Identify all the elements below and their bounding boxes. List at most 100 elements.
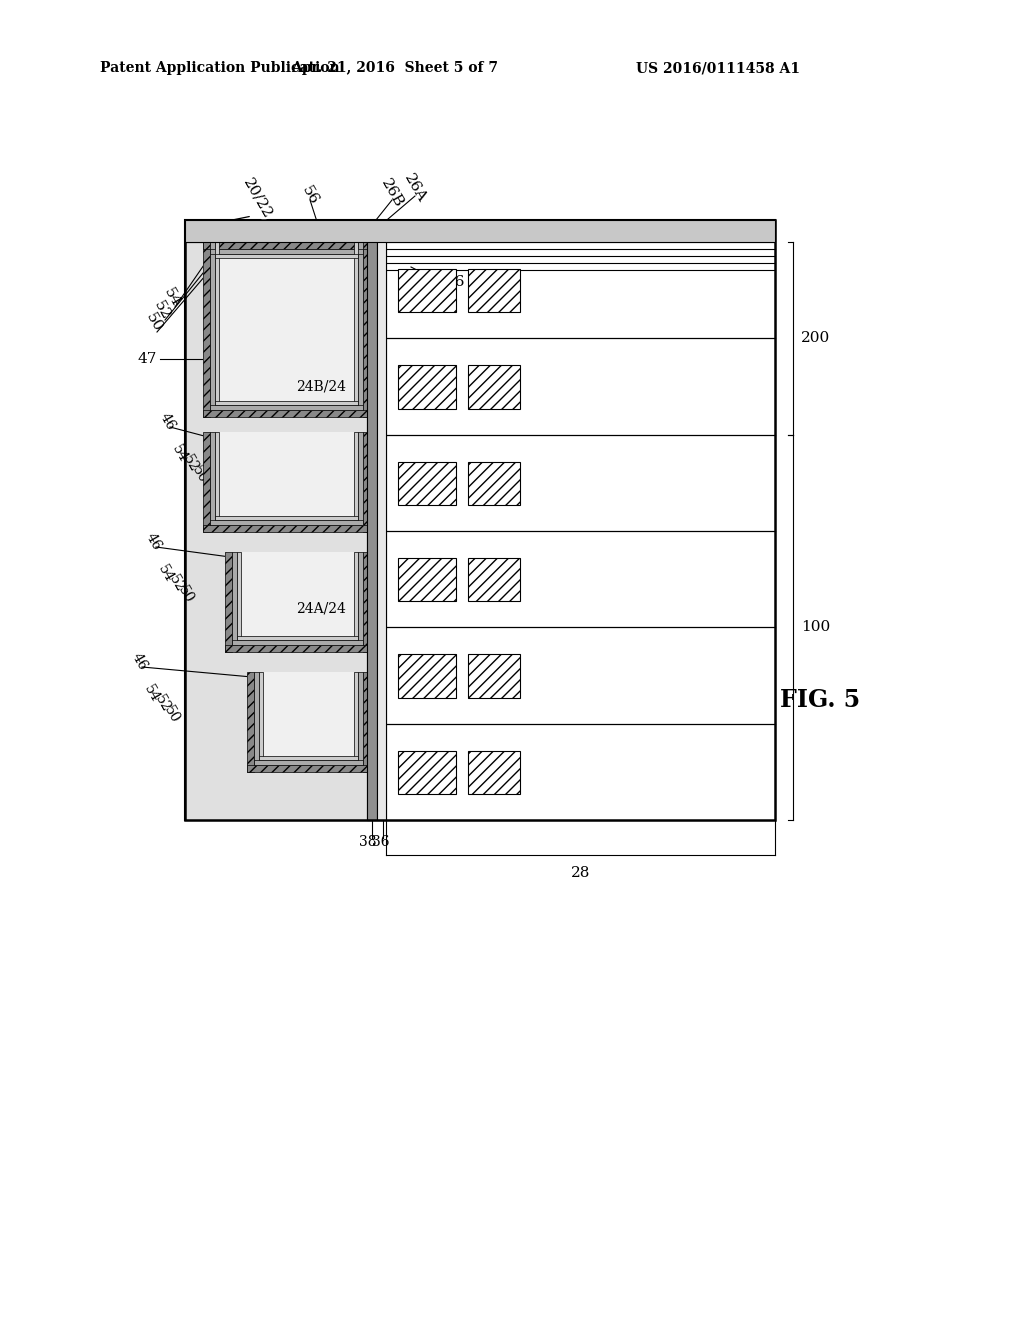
- Bar: [377, 220, 386, 820]
- Bar: [398, 269, 456, 313]
- Bar: [393, 698, 461, 723]
- Bar: [362, 552, 370, 652]
- Bar: [185, 220, 775, 242]
- Text: 38: 38: [359, 836, 377, 849]
- Bar: [358, 242, 362, 411]
- Bar: [203, 242, 370, 249]
- Text: 52: 52: [180, 453, 202, 475]
- Bar: [203, 242, 370, 417]
- Bar: [203, 411, 370, 417]
- Bar: [247, 772, 370, 792]
- Text: 26A: 26A: [401, 172, 429, 205]
- Text: 54: 54: [170, 444, 190, 465]
- Bar: [398, 558, 456, 602]
- Bar: [203, 532, 370, 552]
- Text: 54: 54: [156, 562, 176, 585]
- Bar: [393, 602, 461, 627]
- Bar: [219, 432, 354, 516]
- Text: US 2016/0111458 A1: US 2016/0111458 A1: [636, 61, 800, 75]
- Text: 52: 52: [153, 693, 173, 715]
- Bar: [237, 552, 241, 640]
- Bar: [215, 516, 358, 520]
- Bar: [465, 795, 523, 820]
- Bar: [358, 432, 362, 525]
- Bar: [232, 552, 237, 645]
- Bar: [386, 242, 775, 820]
- Bar: [225, 552, 370, 652]
- Text: 52: 52: [152, 298, 173, 322]
- Text: FIG. 5: FIG. 5: [780, 688, 860, 711]
- Bar: [254, 760, 362, 766]
- Bar: [358, 552, 362, 645]
- Bar: [215, 432, 219, 520]
- Bar: [203, 525, 370, 532]
- Bar: [210, 432, 215, 525]
- Bar: [185, 220, 775, 820]
- Text: 54: 54: [141, 682, 163, 705]
- Bar: [210, 242, 215, 411]
- Bar: [465, 698, 523, 723]
- Bar: [465, 313, 523, 338]
- Text: 28: 28: [570, 866, 590, 880]
- Bar: [393, 409, 461, 434]
- Bar: [367, 220, 377, 820]
- Bar: [232, 640, 362, 645]
- Bar: [465, 506, 523, 531]
- Text: 100: 100: [801, 620, 830, 635]
- Bar: [465, 409, 523, 434]
- Text: 26: 26: [446, 275, 466, 289]
- Bar: [358, 672, 362, 766]
- Bar: [393, 795, 461, 820]
- Bar: [219, 257, 354, 401]
- Bar: [210, 520, 362, 525]
- Text: 50: 50: [143, 310, 165, 334]
- Bar: [362, 432, 370, 532]
- Text: 26B: 26B: [378, 177, 406, 210]
- Text: Patent Application Publication: Patent Application Publication: [100, 61, 340, 75]
- Bar: [393, 506, 461, 531]
- Text: 50: 50: [175, 583, 197, 606]
- Bar: [393, 313, 461, 338]
- Bar: [468, 558, 520, 602]
- Bar: [215, 401, 358, 405]
- Bar: [468, 462, 520, 506]
- Bar: [225, 652, 370, 672]
- Bar: [377, 220, 386, 820]
- Text: 36: 36: [373, 836, 390, 849]
- Text: 200: 200: [801, 331, 830, 346]
- Text: 20/22: 20/22: [241, 176, 275, 220]
- Text: Apr. 21, 2016  Sheet 5 of 7: Apr. 21, 2016 Sheet 5 of 7: [292, 61, 499, 75]
- Text: 46: 46: [157, 411, 177, 433]
- Bar: [225, 552, 232, 652]
- Bar: [185, 220, 775, 820]
- Text: 50: 50: [189, 463, 211, 486]
- Bar: [247, 672, 370, 772]
- Text: 50: 50: [162, 704, 182, 726]
- Text: 47: 47: [137, 352, 157, 366]
- Bar: [225, 645, 370, 652]
- Bar: [468, 751, 520, 795]
- Bar: [465, 602, 523, 627]
- Bar: [203, 432, 370, 532]
- Text: 54: 54: [161, 285, 183, 309]
- Bar: [203, 242, 210, 417]
- Bar: [203, 432, 210, 532]
- Bar: [468, 655, 520, 698]
- Bar: [362, 672, 370, 772]
- Text: 24A/24: 24A/24: [296, 601, 346, 615]
- Bar: [398, 655, 456, 698]
- Bar: [247, 672, 254, 772]
- Bar: [398, 462, 456, 506]
- Bar: [398, 751, 456, 795]
- Bar: [259, 672, 263, 760]
- Bar: [210, 249, 362, 253]
- Bar: [468, 366, 520, 409]
- Bar: [215, 242, 219, 405]
- Bar: [241, 552, 354, 636]
- Bar: [237, 636, 358, 640]
- Text: 46: 46: [142, 531, 164, 553]
- Bar: [247, 766, 370, 772]
- Bar: [215, 253, 358, 257]
- Bar: [185, 220, 775, 242]
- Bar: [354, 552, 358, 640]
